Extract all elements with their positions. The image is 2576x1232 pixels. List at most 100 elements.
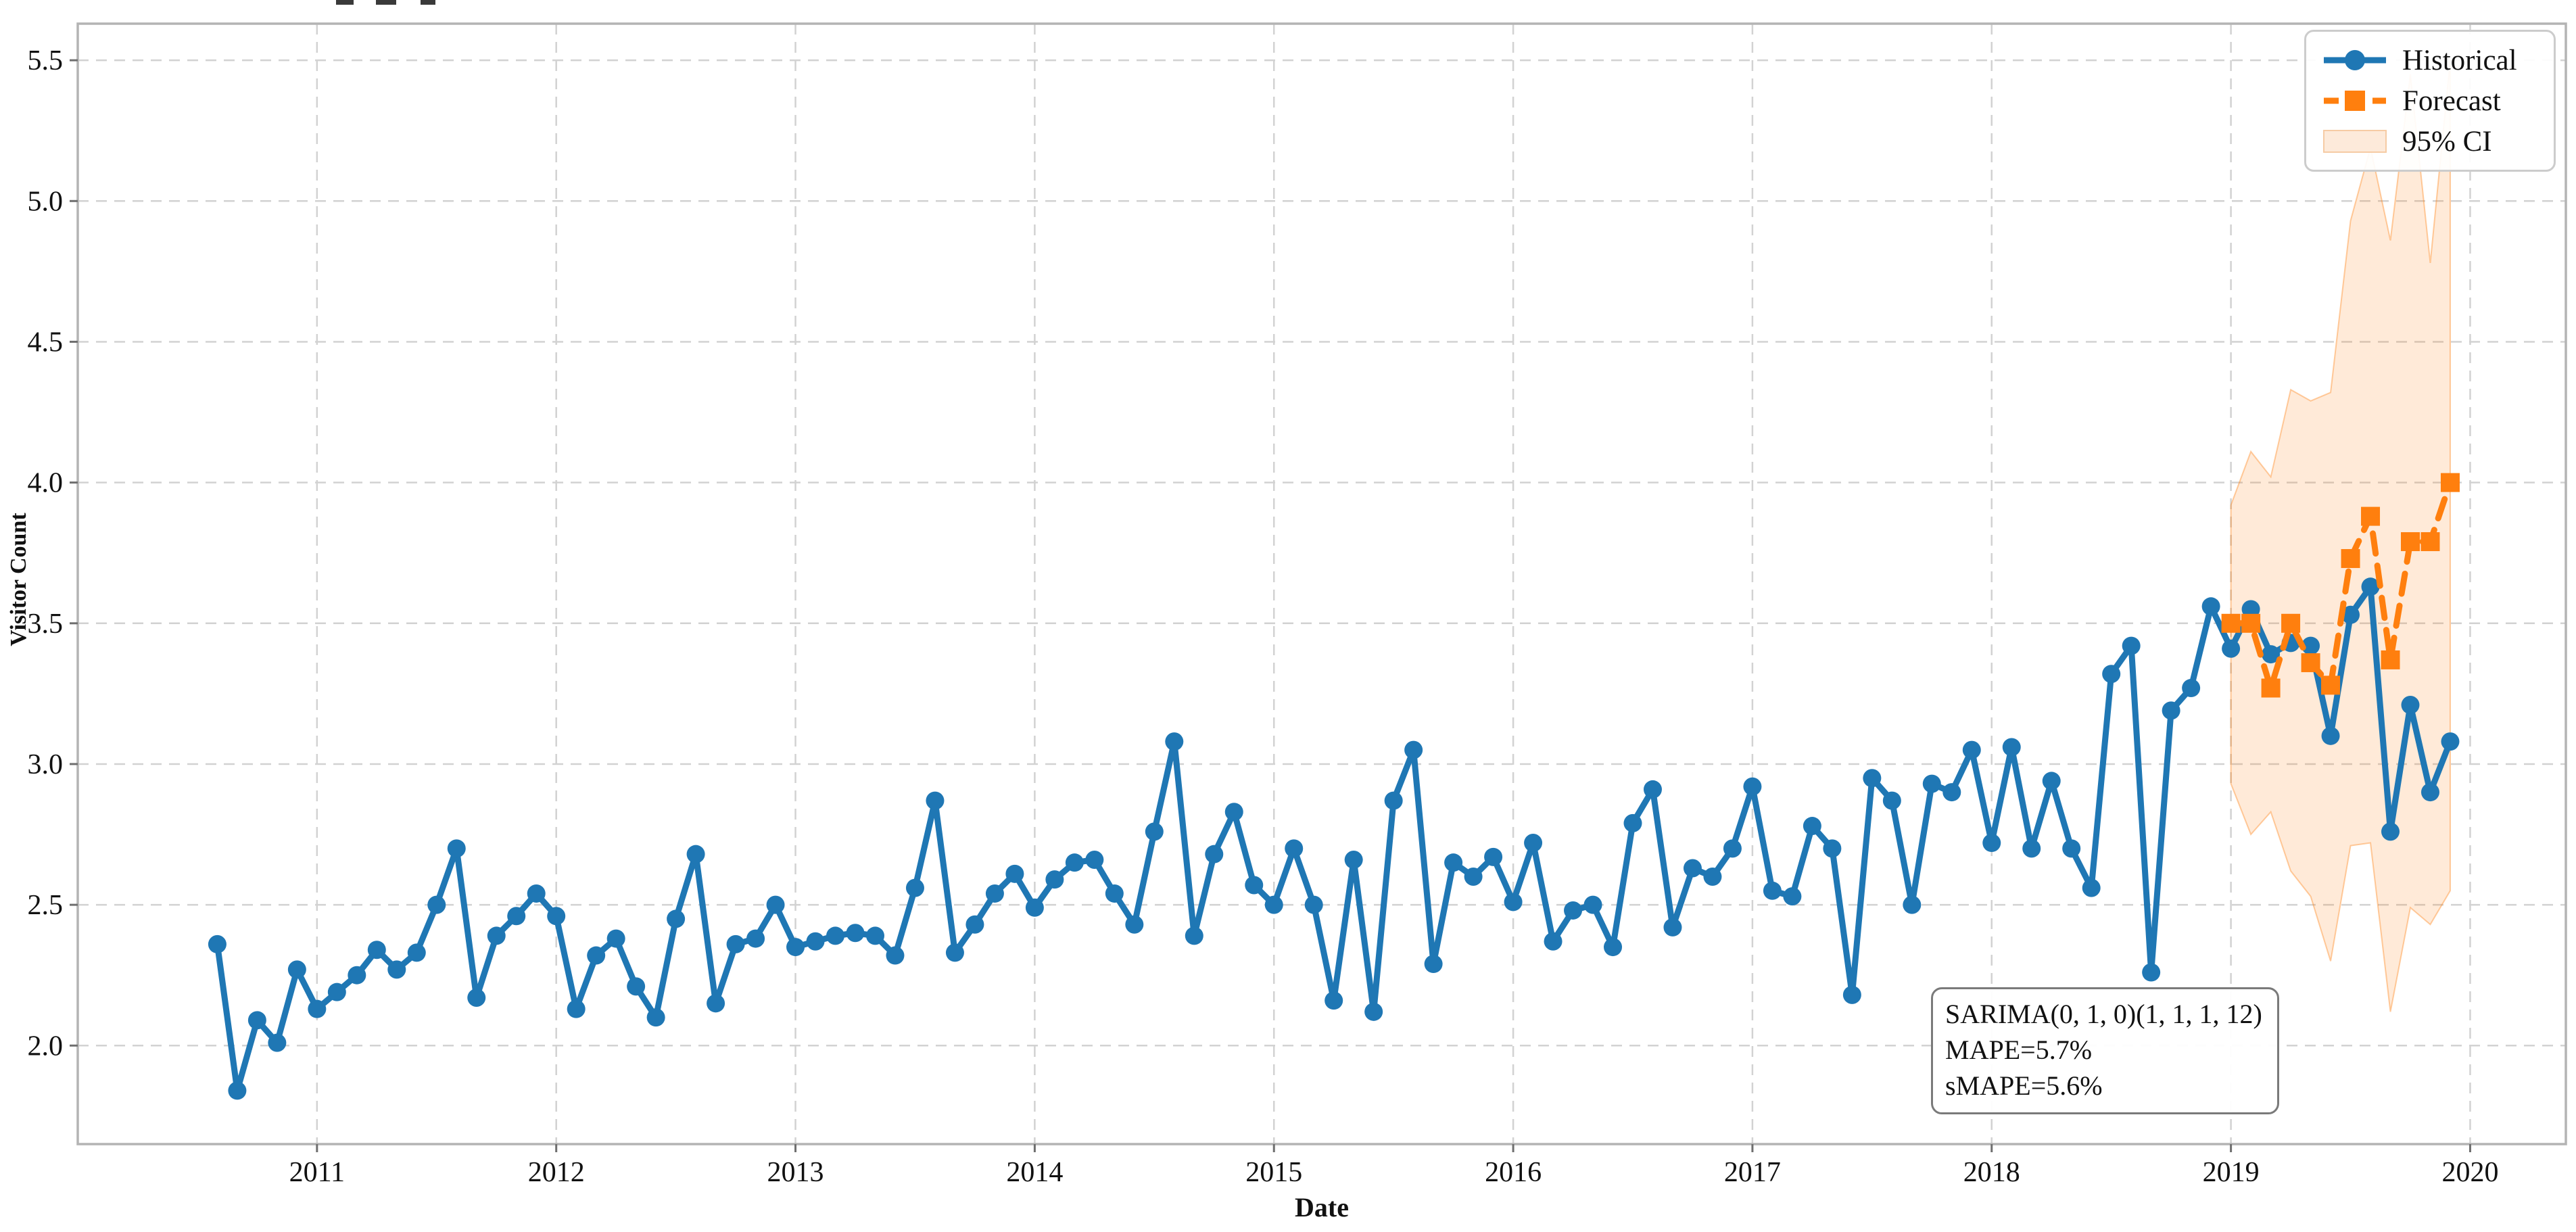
historical-marker bbox=[287, 960, 306, 979]
x-tick-label: 2012 bbox=[528, 1157, 585, 1188]
historical-marker bbox=[2022, 839, 2041, 858]
y-tick-label: 4.5 bbox=[28, 327, 64, 358]
forecast-marker bbox=[2381, 650, 2400, 669]
historical-marker bbox=[2381, 822, 2400, 841]
y-tick-label: 5.0 bbox=[28, 186, 64, 217]
historical-marker bbox=[587, 946, 606, 965]
historical-marker bbox=[1703, 867, 1722, 886]
historical-marker bbox=[367, 941, 386, 959]
historical-marker bbox=[2201, 597, 2220, 616]
historical-marker bbox=[2241, 600, 2260, 619]
historical-marker bbox=[2361, 577, 2380, 596]
forecast-line bbox=[2228, 479, 2454, 692]
forecast-marker bbox=[2420, 532, 2440, 552]
historical-marker bbox=[1424, 955, 1443, 974]
forecast-marker bbox=[2341, 549, 2360, 569]
y-tick-label: 2.5 bbox=[28, 890, 64, 921]
historical-marker bbox=[2262, 645, 2281, 664]
historical-marker bbox=[1224, 803, 1243, 822]
historical-marker bbox=[1982, 834, 2001, 853]
historical-marker bbox=[348, 966, 366, 985]
legend-item-ci: 95% CI bbox=[2322, 126, 2537, 156]
historical-marker bbox=[1245, 876, 1264, 895]
legend-label: Historical bbox=[2402, 44, 2517, 76]
historical-marker bbox=[926, 791, 945, 810]
historical-marker bbox=[247, 1011, 266, 1030]
historical-marker bbox=[1604, 938, 1623, 957]
historical-marker bbox=[686, 845, 705, 863]
historical-marker bbox=[1663, 918, 1682, 937]
ci-patch-icon bbox=[2323, 130, 2387, 153]
historical-marker bbox=[2002, 738, 2021, 757]
historical-marker bbox=[1922, 774, 1941, 793]
historical-marker bbox=[447, 839, 466, 858]
historical-marker bbox=[2062, 839, 2081, 858]
forecast-marker bbox=[2221, 613, 2241, 633]
forecast-marker bbox=[2401, 532, 2420, 552]
historical-marker bbox=[766, 895, 785, 914]
historical-marker bbox=[1962, 740, 1981, 759]
historical-marker bbox=[1364, 1002, 1383, 1021]
historical-line-icon bbox=[2324, 50, 2386, 70]
historical-marker bbox=[1145, 822, 1164, 841]
y-axis-label: Visitor Count bbox=[6, 513, 31, 646]
historical-marker bbox=[826, 926, 845, 945]
historical-marker bbox=[2401, 696, 2420, 715]
forecast-marker bbox=[2281, 613, 2301, 633]
historical-marker bbox=[387, 960, 406, 979]
forecast-marker bbox=[2321, 676, 2341, 695]
historical-marker bbox=[2182, 679, 2201, 698]
historical-marker bbox=[2341, 605, 2360, 624]
x-tick-label: 2014 bbox=[1006, 1157, 1063, 1188]
historical-marker bbox=[1564, 901, 1583, 920]
historical-marker bbox=[606, 929, 625, 948]
historical-marker bbox=[1524, 834, 1543, 853]
historical-marker bbox=[1882, 791, 1901, 810]
historical-marker bbox=[646, 1008, 665, 1027]
model-annotation-box: SARIMA(0, 1, 0)(1, 1, 1, 12) MAPE=5.7% s… bbox=[1931, 987, 2279, 1114]
historical-marker bbox=[667, 909, 686, 928]
y-tick-label: 3.0 bbox=[28, 749, 64, 780]
historical-marker bbox=[786, 938, 805, 957]
historical-marker bbox=[1743, 777, 1762, 796]
historical-marker bbox=[1903, 895, 1922, 914]
historical-marker bbox=[268, 1033, 287, 1052]
historical-marker bbox=[985, 884, 1004, 903]
plot-frame bbox=[76, 22, 2567, 1145]
historical-marker bbox=[726, 934, 745, 953]
forecast-line-icon bbox=[2324, 91, 2386, 111]
historical-marker bbox=[527, 884, 546, 903]
historical-marker bbox=[507, 907, 526, 926]
historical-marker bbox=[208, 934, 226, 953]
historical-marker bbox=[327, 982, 346, 1001]
historical-marker bbox=[2162, 701, 2180, 720]
historical-marker bbox=[228, 1081, 247, 1100]
historical-marker bbox=[2301, 636, 2320, 655]
historical-marker bbox=[1823, 839, 1842, 858]
historical-marker bbox=[1185, 926, 1203, 945]
historical-marker bbox=[1863, 769, 1882, 788]
historical-marker bbox=[1025, 898, 1044, 917]
legend-label: Forecast bbox=[2402, 85, 2501, 117]
x-tick-label: 2016 bbox=[1485, 1157, 1542, 1188]
annotation-model: SARIMA(0, 1, 0)(1, 1, 1, 12) bbox=[1945, 999, 2262, 1029]
historical-marker bbox=[1783, 887, 1802, 906]
historical-marker bbox=[707, 994, 725, 1013]
historical-marker bbox=[945, 943, 964, 962]
historical-marker bbox=[1304, 895, 1323, 914]
annotation-mape: MAPE=5.7% bbox=[1945, 1035, 2093, 1066]
historical-marker bbox=[547, 907, 566, 926]
historical-marker bbox=[1723, 839, 1742, 858]
historical-marker bbox=[2082, 878, 2101, 897]
forecast-marker bbox=[2261, 678, 2281, 698]
forecast-marker bbox=[2301, 653, 2320, 673]
x-tick-label: 2013 bbox=[767, 1157, 824, 1188]
historical-marker bbox=[2441, 732, 2460, 751]
historical-marker bbox=[846, 924, 865, 943]
historical-marker bbox=[1643, 780, 1662, 799]
historical-marker bbox=[1763, 881, 1782, 900]
historical-marker bbox=[1264, 895, 1283, 914]
historical-marker bbox=[886, 946, 905, 965]
